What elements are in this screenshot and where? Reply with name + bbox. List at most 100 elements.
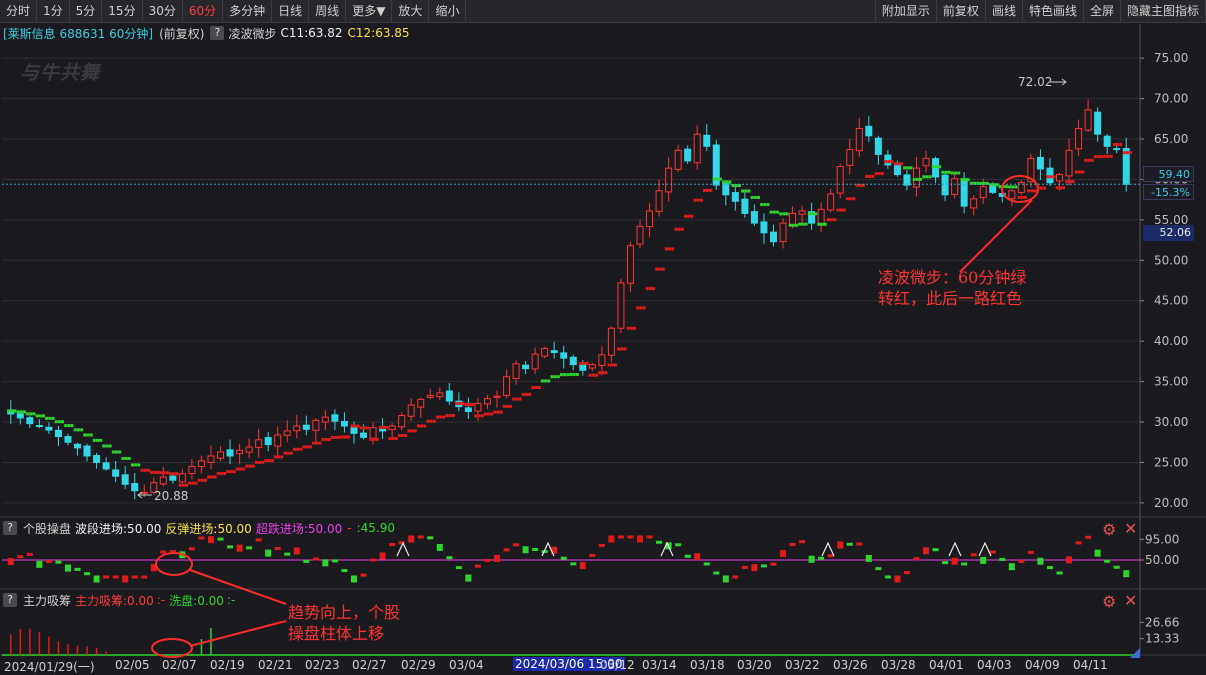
sub1-osc-dot	[436, 543, 443, 551]
candle-body	[979, 186, 987, 198]
toolbar-button-left-2[interactable]: 5分	[70, 0, 103, 23]
sub1-osc-dot	[1113, 565, 1120, 569]
indicator-dot	[903, 166, 907, 170]
indicator-dot	[401, 434, 405, 438]
indicator-dot	[575, 372, 579, 376]
indicator-dot	[153, 470, 157, 474]
indicator-dot	[375, 437, 379, 441]
sub1-settings-icon[interactable]: ⚙	[1102, 520, 1117, 539]
toolbar-button-right-5[interactable]: 隐藏主图指标	[1121, 0, 1206, 23]
toolbar-button-left-6[interactable]: 多分钟	[223, 0, 273, 23]
candle-body	[16, 413, 24, 419]
candle-body	[474, 402, 482, 412]
indicator-dot	[842, 208, 846, 212]
indicator-dot	[652, 287, 656, 291]
indicator-dot	[115, 450, 119, 454]
sub2-help-icon[interactable]: ?	[3, 593, 17, 607]
toolbar-button-left-11[interactable]: 缩小	[429, 0, 467, 23]
sub1-close-icon[interactable]: ✕	[1124, 519, 1138, 538]
candle-body	[102, 462, 110, 470]
candle-body	[712, 144, 720, 186]
sub2-settings-icon[interactable]: ⚙	[1102, 592, 1117, 611]
candle-body	[398, 415, 406, 428]
date-label: 04/03	[977, 658, 1012, 672]
indicator-dot	[718, 177, 722, 181]
indicator-dot	[470, 403, 474, 407]
sub1-help-icon[interactable]: ?	[3, 521, 17, 535]
indicator-dot	[896, 162, 900, 166]
candle-body	[951, 178, 959, 195]
sub1-osc-dot	[713, 571, 720, 575]
sub2-header: ? 主力吸筹 主力吸筹:0.00 :- 洗盘:0.00 :-	[0, 591, 235, 609]
indicator-dot	[169, 472, 173, 476]
indicator-dot	[569, 372, 573, 376]
toolbar-button-left-9[interactable]: 更多▼	[346, 0, 393, 23]
toolbar-button-left-1[interactable]: 1分	[37, 0, 70, 23]
help-icon[interactable]: ?	[210, 26, 225, 40]
indicator-dot	[38, 414, 42, 418]
toolbar-button-left-3[interactable]: 15分	[102, 0, 143, 23]
indicator-dot	[858, 183, 862, 187]
toolbar-button-left-4[interactable]: 30分	[143, 0, 183, 23]
candle-body	[274, 434, 282, 447]
sub1-osc-dot	[532, 547, 539, 551]
logo-watermark: 与牛共舞	[20, 62, 101, 84]
sub2-close-icon[interactable]: ✕	[1124, 591, 1138, 610]
indicator-dot	[1087, 158, 1091, 162]
indicator-dot	[753, 195, 757, 199]
candle-body	[1008, 190, 1016, 200]
indicator-dot	[737, 184, 741, 188]
indicator-dot	[594, 373, 598, 377]
indicator-dot	[181, 483, 185, 487]
sub1-osc-dot	[875, 567, 882, 571]
indicator-dot	[261, 460, 265, 464]
indicator-dot	[1062, 186, 1066, 190]
sub1-osc-dot	[856, 542, 863, 546]
indicator-dot	[544, 379, 548, 383]
indicator-dot	[420, 424, 424, 428]
sub2-name[interactable]: 主力吸筹	[23, 593, 72, 608]
toolbar-button-left-10[interactable]: 放大	[392, 0, 430, 23]
indicator-dot	[108, 444, 112, 448]
indicator-dot	[1125, 151, 1129, 155]
toolbar-button-right-2[interactable]: 画线	[986, 0, 1023, 23]
toolbar-button-right-1[interactable]: 前复权	[937, 0, 986, 23]
buy-signal-marker	[541, 541, 555, 557]
indicator-dot	[629, 326, 633, 330]
sub1-osc-dot	[551, 546, 558, 554]
indicator-dot	[598, 371, 602, 375]
candle-body	[884, 154, 892, 166]
indicator-dot	[610, 363, 614, 367]
indicator-dot	[140, 468, 144, 472]
candle-body	[636, 225, 644, 245]
candle-body	[236, 449, 244, 455]
toolbar-button-left-7[interactable]: 日线	[272, 0, 310, 23]
indicator-dot	[64, 424, 68, 428]
indicator-name[interactable]: 凌波微步	[228, 26, 277, 41]
sub2-field3: 洗盘:0.00	[169, 593, 224, 608]
sub1-name[interactable]: 个股操盘	[23, 521, 72, 536]
candle-body	[607, 327, 615, 356]
toolbar-button-right-3[interactable]: 特色画线	[1023, 0, 1084, 23]
candle-body	[760, 221, 768, 234]
indicator-dot	[563, 373, 567, 377]
toolbar-button-left-0[interactable]: 分时	[0, 0, 38, 23]
indicator-dot	[156, 470, 160, 474]
candle-body	[331, 414, 339, 422]
sub1-osc-dot	[722, 575, 729, 583]
sub1-osc-dot	[370, 558, 377, 562]
indicator-dot	[877, 172, 881, 176]
stock-title[interactable]: [莱斯信息 688631 60分钟]	[3, 26, 154, 41]
indicator-dot	[674, 227, 678, 231]
sub1-osc-dot	[732, 575, 739, 579]
toolbar-button-left-5[interactable]: 60分	[183, 0, 224, 23]
toolbar-button-right-4[interactable]: 全屏	[1084, 0, 1121, 23]
toolbar-button-left-8[interactable]: 周线	[309, 0, 347, 23]
indicator-dot	[32, 412, 36, 416]
indicator-dot	[509, 404, 513, 408]
indicator-dot	[1068, 180, 1072, 184]
sub1-osc-dot	[513, 543, 520, 547]
toolbar-button-right-0[interactable]: 附加显示	[876, 0, 937, 23]
candle-body	[655, 190, 663, 212]
